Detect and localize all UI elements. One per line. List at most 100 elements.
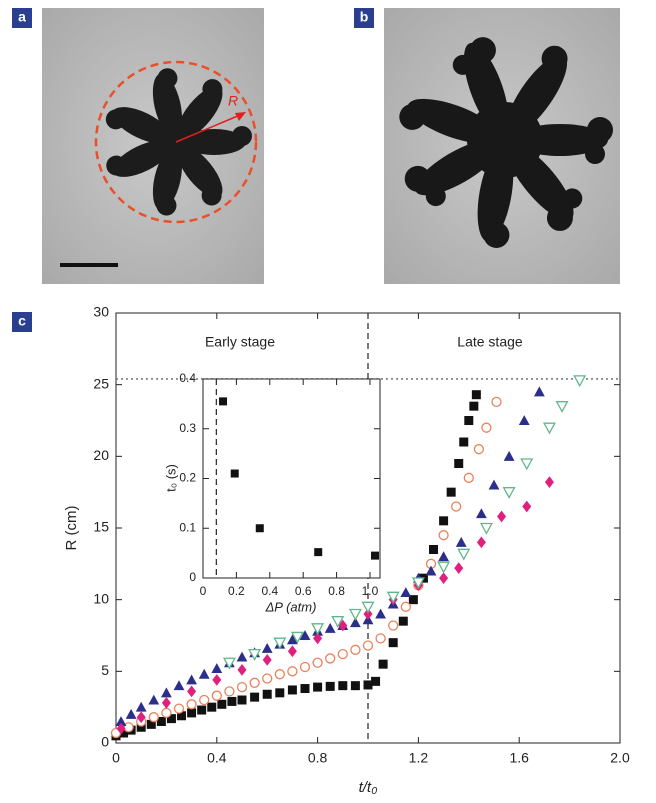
point [299,661,311,673]
point [437,561,451,574]
point [273,637,287,650]
point [388,620,399,631]
point [411,577,425,590]
point [186,699,197,710]
point [161,707,172,719]
point [476,536,486,549]
point [488,479,500,490]
point [314,548,323,557]
point [350,617,361,628]
point [502,487,516,499]
y-tick-label: 0 [101,734,109,750]
point [287,634,298,645]
point [219,397,228,406]
point [199,694,210,706]
point [166,714,176,724]
point [299,630,311,640]
x-tick-label: 0.4 [261,584,278,598]
point [136,722,146,732]
point [400,601,411,612]
point [287,685,297,695]
point [186,674,197,685]
point [325,681,335,691]
point [262,654,272,666]
point [457,548,471,561]
point [464,416,474,425]
point [161,687,172,698]
point [386,591,400,604]
point [439,572,449,585]
point [217,699,227,709]
x-tick-label: 0.6 [295,584,312,598]
panel-label-box [12,8,32,28]
y-tick-label: 0.2 [179,471,196,485]
point [378,659,388,669]
x-tick-label: 0.2 [228,584,245,598]
point [198,668,210,679]
panel-label-box [12,312,32,332]
point [479,522,493,535]
point [362,640,374,651]
y-axis-label: t₀ (s) [163,464,178,492]
point [300,684,310,694]
point [338,681,348,691]
point [491,396,502,408]
panel-label: a [18,9,26,25]
point [236,651,248,662]
point [135,701,147,712]
y-tick-label: 0.4 [179,371,196,385]
y-tick-label: 5 [101,662,109,678]
point [438,530,449,541]
point [331,616,345,628]
point [123,722,134,733]
point [497,510,507,523]
point [287,645,297,658]
y-tick-label: 20 [93,447,109,463]
point [459,437,469,447]
point [197,705,207,715]
point [237,695,247,705]
point [237,664,247,676]
point [350,681,360,691]
point [125,708,137,719]
point [542,422,556,435]
point [262,673,273,684]
point [236,681,248,693]
point [454,562,464,574]
y-tick-label: 15 [93,519,109,535]
point [248,648,262,661]
panel-label-box [354,8,374,28]
x-tick-label: 0.8 [328,584,345,598]
point [555,401,569,413]
x-tick-label: 1.6 [509,750,529,766]
panel-label: b [360,9,369,25]
y-tick-label: 0.1 [179,520,196,534]
point [224,686,235,697]
point [230,469,239,478]
radius-label: R [228,93,238,109]
point [275,688,285,698]
point [337,648,348,660]
point [161,697,171,709]
point [313,632,323,645]
point [311,623,325,636]
x-tick-label: 2.0 [610,750,630,766]
point [533,386,545,397]
y-tick-label: 30 [93,304,109,320]
point [115,716,127,726]
point [371,676,381,686]
point [439,516,449,526]
x-tick-label: 0.4 [207,750,227,766]
point [388,638,398,648]
point [544,476,554,488]
point [313,682,323,692]
point [119,728,129,738]
point [156,717,166,726]
point [255,524,264,533]
y-axis-label: R (cm) [63,506,80,551]
plot-frame [202,378,381,579]
x-tick-label: 0 [200,584,207,598]
point [408,595,418,605]
